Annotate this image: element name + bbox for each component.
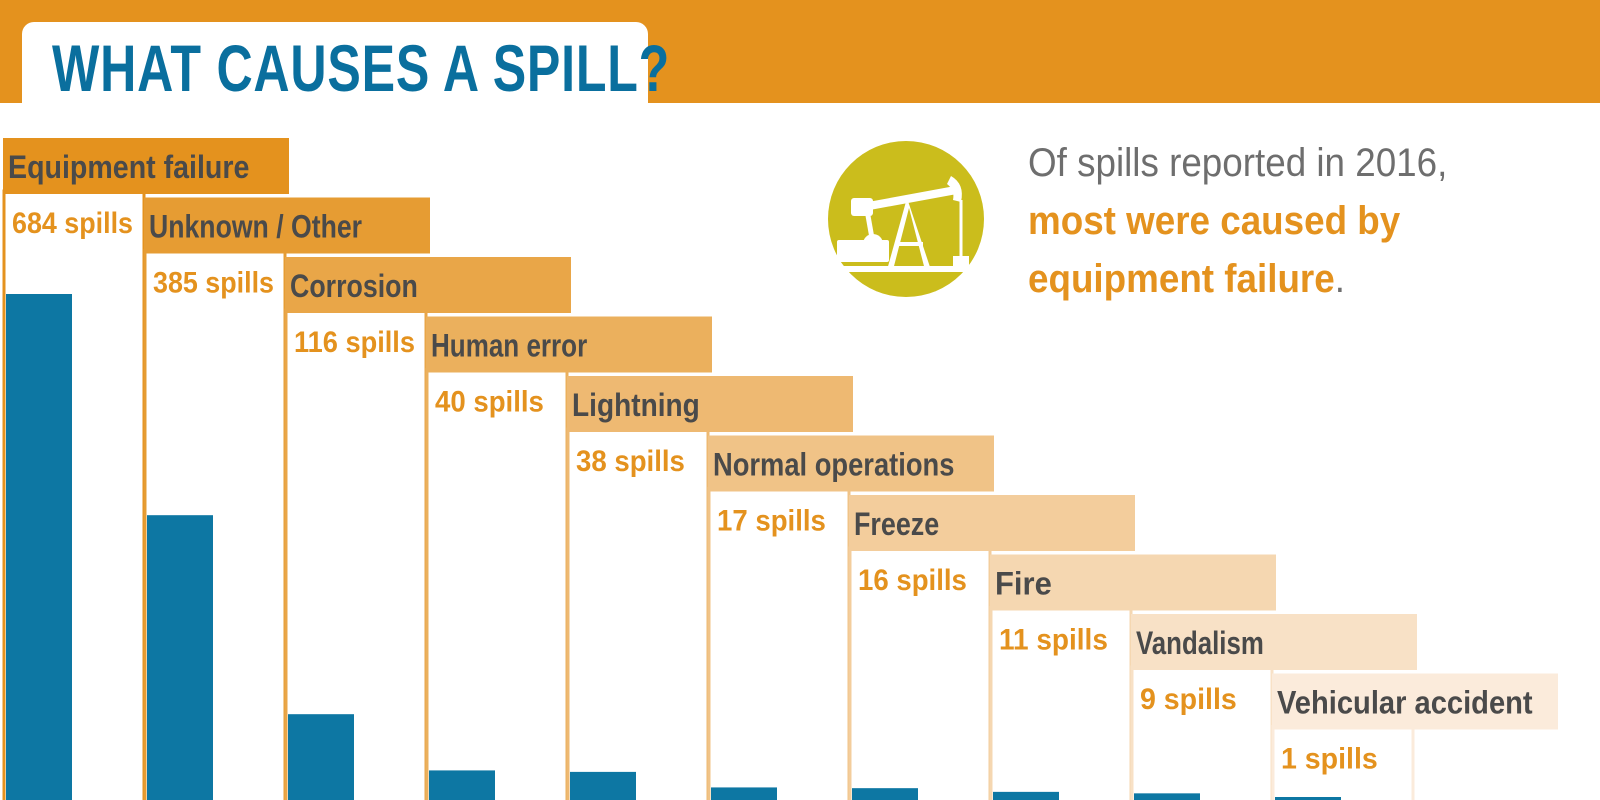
headline: Of spills reported in 2016, most were ca… <box>1028 134 1588 308</box>
value-label: 38 spills <box>576 445 685 478</box>
bar <box>570 771 636 800</box>
category-header <box>849 495 1135 551</box>
category-header <box>285 257 571 313</box>
category-label: Human error <box>431 328 587 364</box>
category-header <box>990 554 1276 611</box>
value-label: 385 spills <box>153 267 274 300</box>
category-header <box>708 435 994 492</box>
bar <box>852 788 918 800</box>
category-label: Vandalism <box>1136 625 1264 661</box>
page-title: WHAT CAUSES A SPILL? <box>52 31 671 105</box>
value-label: 116 spills <box>294 326 415 359</box>
category-label: Fire <box>995 566 1052 602</box>
category-header <box>567 376 853 432</box>
category-group: Freeze 16 spills <box>848 495 1135 800</box>
column-frame <box>566 427 710 800</box>
category-group: Human error 40 spills <box>425 316 712 800</box>
value-label: 684 spills <box>12 207 133 240</box>
bar <box>288 714 354 800</box>
value-label: 9 spills <box>1140 683 1237 716</box>
bar <box>6 294 72 800</box>
column-frame <box>1271 725 1415 800</box>
category-header <box>1272 673 1558 730</box>
headline-period: . <box>1334 257 1345 301</box>
bar <box>711 787 777 800</box>
bar <box>429 770 495 800</box>
bar <box>1134 793 1200 800</box>
value-label: 11 spills <box>999 624 1108 657</box>
value-label: 40 spills <box>435 386 544 419</box>
category-header <box>1131 614 1417 670</box>
value-label: 16 spills <box>858 564 967 597</box>
category-header <box>3 138 289 194</box>
category-header <box>144 197 430 254</box>
column-frame <box>848 546 992 800</box>
category-label: Vehicular accident <box>1277 685 1533 721</box>
column-frame <box>989 606 1133 800</box>
bar <box>993 791 1059 800</box>
value-label: 1 spills <box>1281 743 1378 776</box>
headline-lead: Of spills reported in 2016, <box>1028 141 1448 185</box>
category-group: Unknown / Other 385 spills <box>143 197 430 800</box>
bar <box>147 515 213 800</box>
category-group: Normal operations 17 spills <box>707 435 994 800</box>
category-group: Vandalism 9 spills <box>1130 614 1417 800</box>
column-frame <box>425 368 569 800</box>
category-label: Corrosion <box>290 268 418 304</box>
category-group: Fire 11 spills <box>989 554 1276 800</box>
headline-emphasis-line1: most were caused by <box>1028 199 1401 243</box>
value-label: 17 spills <box>717 505 826 538</box>
category-group: Lightning 38 spills <box>566 376 853 800</box>
oil-pumpjack-icon <box>827 140 985 298</box>
bar <box>1275 797 1341 800</box>
category-header <box>426 316 712 373</box>
category-group: Corrosion 116 spills <box>284 257 571 800</box>
headline-emphasis-line2: equipment failure <box>1028 257 1335 301</box>
category-group: Vehicular accident 1 spills <box>1271 673 1558 800</box>
column-frame <box>707 487 851 800</box>
category-label: Equipment failure <box>8 149 249 185</box>
headline-emphasis: most were caused by equipment failure. <box>1028 192 1543 308</box>
category-label: Freeze <box>854 506 939 542</box>
category-label: Lightning <box>572 387 700 423</box>
category-label: Normal operations <box>713 447 954 483</box>
title-tab <box>22 22 648 112</box>
category-label: Unknown / Other <box>149 209 362 245</box>
